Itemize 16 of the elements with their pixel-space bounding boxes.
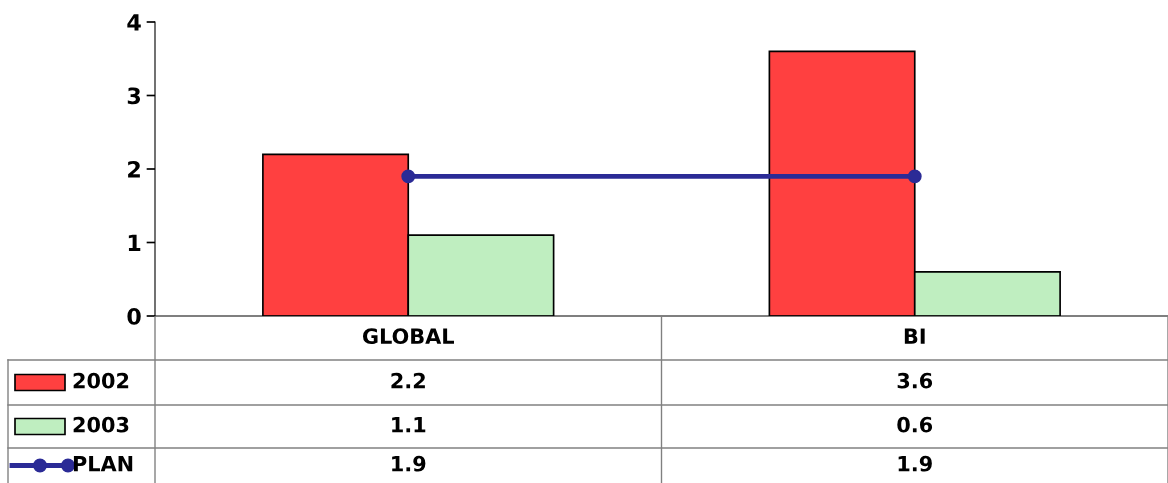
data-label: 1.9 <box>392 455 426 472</box>
data-label: 1.9 <box>898 455 932 472</box>
data-label: 2.2 <box>391 372 425 389</box>
legend-label: 2003 <box>73 416 129 433</box>
legend-label: PLAN <box>73 456 133 472</box>
data-label: 3.6 <box>897 372 933 389</box>
x-tick-label: GLOBAL <box>362 328 454 345</box>
y-tick-label: 4 <box>127 14 141 31</box>
y-tick-label: 0 <box>127 307 141 325</box>
data-label: 1.1 <box>392 417 426 433</box>
x-tick-label: BI <box>904 328 925 344</box>
y-tick-label: 3 <box>127 87 141 105</box>
legend-label: 2002 <box>73 372 129 389</box>
y-tick-label: 2 <box>128 160 140 178</box>
y-tick-label: 1 <box>128 234 141 251</box>
data-label: 0.6 <box>897 416 933 433</box>
